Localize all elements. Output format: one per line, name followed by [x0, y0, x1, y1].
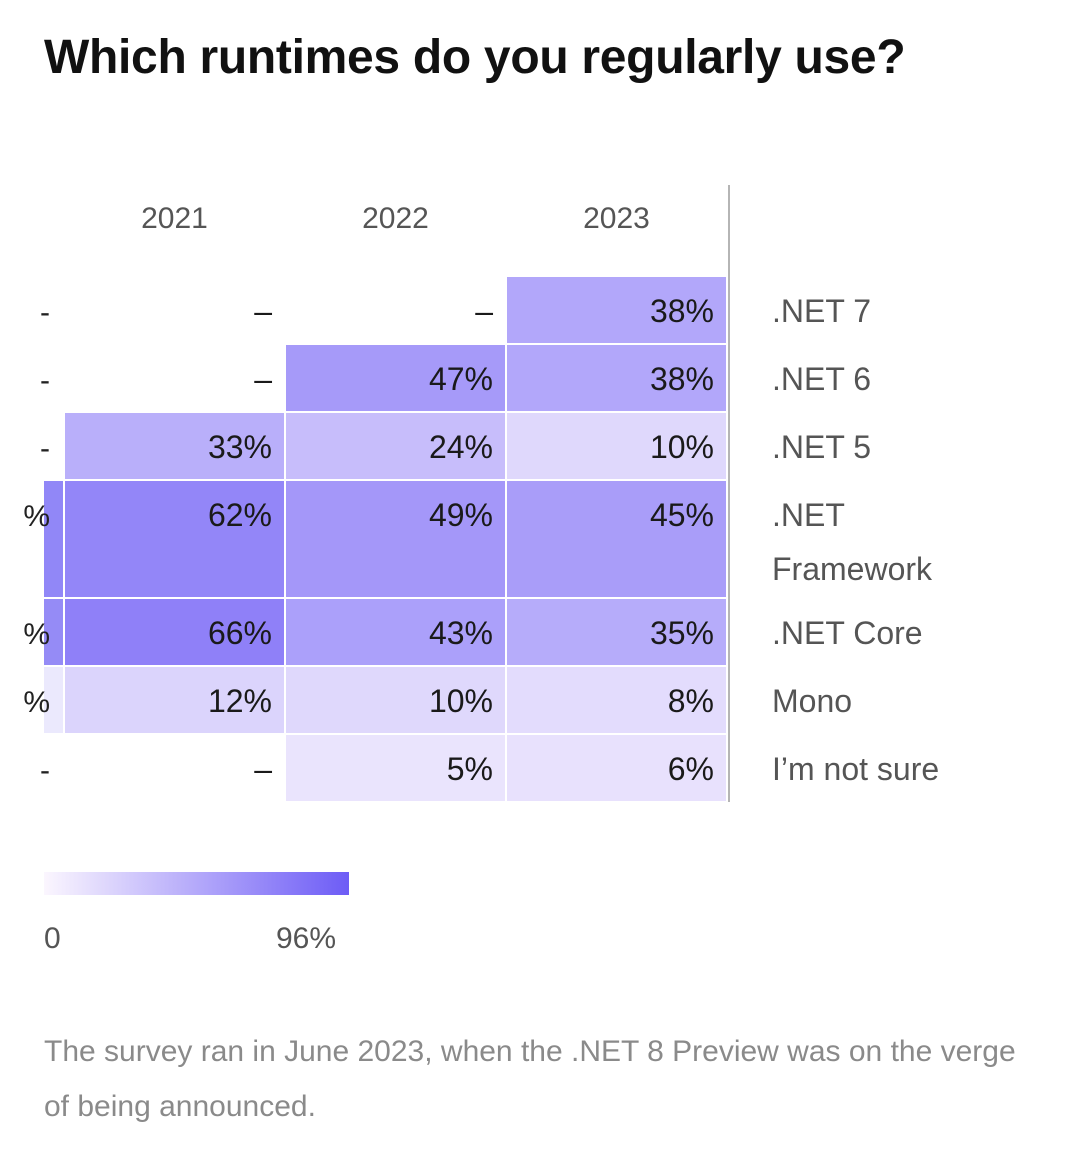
- row-label: .NET 6: [772, 361, 871, 397]
- heatmap-cell-2023: [507, 413, 726, 479]
- row-label: I’m not sure: [772, 751, 939, 787]
- heatmap-cell-label: 8%: [668, 683, 714, 719]
- clipped-cell-label: -: [40, 432, 50, 465]
- heatmap-cell-label: 5%: [447, 751, 493, 787]
- clipped-cell: [44, 481, 63, 597]
- clipped-cell-label: -: [40, 296, 50, 329]
- color-scale-min-label: 0: [44, 922, 61, 955]
- heatmap-cell-label: –: [254, 293, 272, 329]
- heatmap-cell-2022: [286, 667, 505, 733]
- heatmap-cell-label: 62%: [208, 497, 272, 533]
- row-label: Mono: [772, 683, 852, 719]
- heatmap-cell-2021: [65, 481, 284, 597]
- heatmap-cell-2022: [286, 413, 505, 479]
- footnote: The survey ran in June 2023, when the .N…: [44, 1035, 1016, 1123]
- row-label: .NET 7: [772, 293, 871, 329]
- row-label: .NET Core: [772, 615, 923, 651]
- heatmap-cell-2023: [507, 735, 726, 801]
- heatmap-cell-label: 12%: [208, 683, 272, 719]
- heatmap-cell-label: 6%: [668, 751, 714, 787]
- heatmap-cell-2021: [65, 667, 284, 733]
- heatmap-cell-2022: [286, 345, 505, 411]
- heatmap-cell-2023: [507, 345, 726, 411]
- heatmap-cell-2023: [507, 481, 726, 597]
- heatmap-cell-label: 45%: [650, 497, 714, 533]
- heatmap-cell-label: 24%: [429, 429, 493, 465]
- heatmap-cell-2021: [65, 599, 284, 665]
- heatmap-cell-label: 35%: [650, 615, 714, 651]
- heatmap-cell-label: 33%: [208, 429, 272, 465]
- clipped-cell-label: %: [23, 686, 50, 719]
- color-scale-max-label: 96%: [276, 922, 337, 955]
- clipped-cell-label: %: [23, 500, 50, 533]
- heatmap-cell-label: –: [475, 293, 493, 329]
- heatmap-cell-label: 10%: [429, 683, 493, 719]
- heatmap-cell-label: 38%: [650, 361, 714, 397]
- heatmap-cell-2023: [507, 277, 726, 343]
- heatmap-cell-label: 38%: [650, 293, 714, 329]
- heatmap-cell-2022: [286, 599, 505, 665]
- clipped-cell-label: -: [40, 364, 50, 397]
- column-header-2021: 2021: [141, 202, 208, 235]
- heatmap-cell-label: –: [254, 751, 272, 787]
- heatmap-cell-2022: [286, 481, 505, 597]
- row-label: .NET 5: [772, 429, 871, 465]
- heatmap-cell-label: –: [254, 361, 272, 397]
- heatmap-cell-label: 49%: [429, 497, 493, 533]
- clipped-cell: [44, 599, 63, 665]
- heatmap-cell-label: 66%: [208, 615, 272, 651]
- row-label: .NET Framework: [772, 497, 933, 587]
- color-scale-bar: [44, 872, 349, 895]
- heatmap-cell-2023: [507, 667, 726, 733]
- column-header-2023: 2023: [583, 202, 650, 235]
- clipped-cell-label: -: [40, 754, 50, 787]
- clipped-cell: [44, 667, 63, 733]
- heatmap-cell-label: 10%: [650, 429, 714, 465]
- heatmap-cell-2021: [65, 413, 284, 479]
- chart-title: Which runtimes do you regularly use?: [44, 31, 906, 84]
- heatmap-cell-2022: [286, 735, 505, 801]
- heatmap-cell-2023: [507, 599, 726, 665]
- clipped-cell-label: %: [23, 618, 50, 651]
- column-header-2022: 2022: [362, 202, 429, 235]
- heatmap-cell-label: 43%: [429, 615, 493, 651]
- heatmap: 2021 2022 2023 - – – 38% .NET 7 - – 47% 38% .NET 6 - 3…: [23, 185, 939, 802]
- heatmap-cell-label: 47%: [429, 361, 493, 397]
